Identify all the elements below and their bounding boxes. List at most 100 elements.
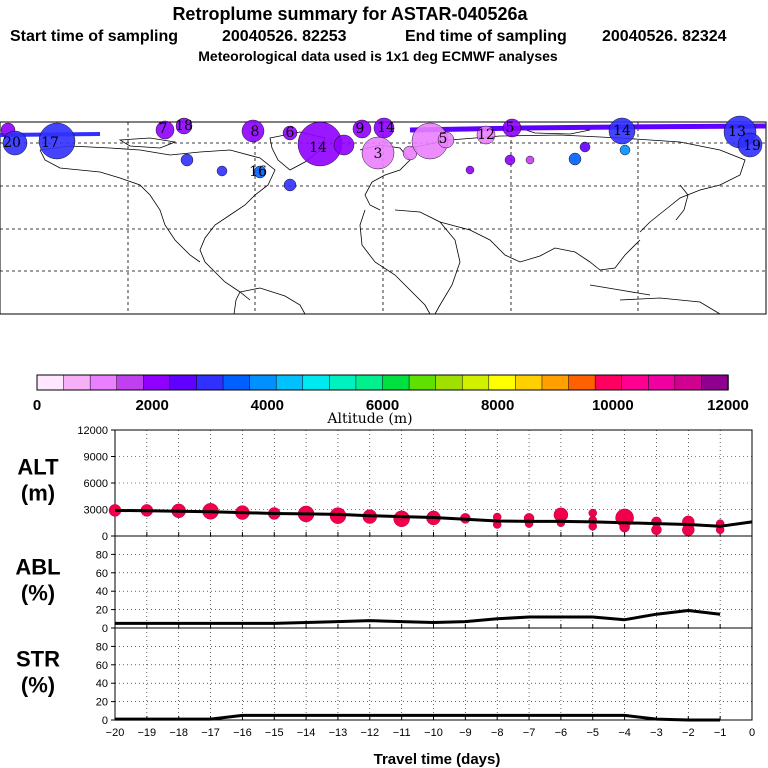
y-tick-label: 20 — [96, 605, 108, 617]
map-age-label: 19 — [743, 138, 761, 154]
x-tick-label: −10 — [424, 727, 443, 739]
y-tick-label: 0 — [102, 531, 108, 543]
plume-marker — [504, 154, 516, 166]
figure-title: Retroplume summary for ASTAR-040526a — [172, 4, 528, 24]
plume-marker — [737, 132, 763, 158]
plume-marker — [476, 125, 496, 145]
colorbar-frame — [36, 374, 729, 391]
x-tick-label: −5 — [586, 727, 599, 739]
map-graticule — [0, 122, 766, 314]
y-tick-label: 60 — [96, 568, 108, 580]
end-time-value: 20040526. 82324 — [602, 28, 727, 45]
x-tick-label: −18 — [169, 727, 188, 739]
x-tick-label: −16 — [233, 727, 252, 739]
plume-marker — [361, 136, 395, 170]
colorbar-cell — [461, 374, 490, 391]
cluster-marker — [588, 522, 597, 531]
coastlines — [39, 125, 746, 315]
colorbar-cell — [515, 374, 543, 391]
colorbar-cell — [594, 374, 623, 391]
x-tick-label: −13 — [329, 727, 348, 739]
series-line — [115, 713, 721, 722]
map-age-label: 7 — [159, 121, 168, 137]
panel-title: ABL — [15, 555, 60, 580]
cluster-marker — [588, 508, 597, 518]
abl-panel: 0 20 40 60 80 ABL(%) — [15, 535, 753, 635]
plume-track — [409, 123, 767, 133]
map-age-label: 14 — [309, 140, 327, 156]
map-age-label: 18 — [175, 118, 193, 134]
plume-marker — [282, 125, 298, 141]
plume-marker — [38, 122, 76, 160]
y-tick-label: 40 — [96, 678, 108, 690]
end-time-label: End time of sampling — [405, 28, 567, 45]
map-age-label: 20 — [3, 135, 21, 151]
x-tick-label: −4 — [618, 727, 631, 739]
retroplume-markers — [0, 115, 767, 192]
map-age-label: 8 — [251, 124, 260, 140]
map-age-label: 14 — [613, 123, 631, 139]
x-tick-label: −19 — [138, 727, 157, 739]
x-tick-label: 0 — [749, 727, 755, 739]
x-tick-label: −15 — [265, 727, 284, 739]
colorbar-cell — [701, 374, 729, 391]
colorbar-tick-label: 6000 — [366, 397, 399, 414]
y-tick-label: 9000 — [84, 452, 108, 464]
map-age-label: 13 — [728, 124, 746, 140]
x-tick-label: −11 — [393, 727, 411, 739]
map-age-label: 14 — [377, 120, 395, 136]
colorbar-cell — [541, 374, 570, 391]
colorbar-tick-label: 10000 — [592, 397, 634, 414]
map-age-label: 17 — [41, 135, 59, 151]
y-tick-label: 6000 — [84, 478, 108, 490]
y-tick-label: 12000 — [77, 425, 108, 437]
x-axis-title: Travel time (days) — [374, 751, 501, 768]
colorbar-cell — [568, 374, 596, 391]
panel-unit: (m) — [21, 481, 55, 506]
y-tick-label: 20 — [96, 697, 108, 709]
colorbar-cell — [648, 374, 676, 391]
colorbar-cell — [275, 374, 304, 391]
plume-marker — [175, 117, 193, 135]
x-tick-label: −1 — [714, 727, 727, 739]
plume-marker — [216, 165, 228, 177]
colorbar-cell — [222, 374, 251, 391]
colorbar-cell — [382, 374, 410, 391]
y-tick-label: 3000 — [84, 505, 108, 517]
plume-marker — [352, 119, 372, 139]
map-age-label: 5 — [506, 120, 515, 136]
colorbar-cell — [355, 374, 384, 391]
plume-marker — [253, 165, 267, 179]
cluster-marker — [393, 510, 410, 528]
plume-marker — [619, 144, 631, 156]
y-tick-label: 40 — [96, 586, 108, 598]
colorbar-xlabel: Altitude (m) — [326, 411, 412, 427]
alt-panel: 0 3000 6000 9000 12000 ALT(m) — [17, 425, 753, 543]
y-tick-label: 0 — [102, 623, 108, 635]
colorbar-cell — [302, 374, 331, 391]
x-tick-label: −12 — [360, 727, 379, 739]
colorbar-cell — [143, 374, 171, 391]
colorbar-cell — [621, 374, 650, 391]
x-tick-label: −20 — [106, 727, 125, 739]
y-tick-label: 80 — [96, 549, 108, 561]
plume-marker — [155, 120, 175, 140]
colorbar-tick-label: 8000 — [481, 397, 514, 414]
plume-marker — [608, 117, 636, 145]
colorbar-cells — [36, 374, 729, 391]
colorbar-cell — [116, 374, 145, 391]
panel-title: ALT — [17, 455, 59, 480]
plot-frame — [114, 627, 753, 721]
colorbar-cell — [89, 374, 118, 391]
colorbar-cell — [169, 374, 198, 391]
plume-marker — [2, 130, 28, 156]
start-time-label: Start time of sampling — [10, 28, 178, 45]
start-time-value: 20040526. 82253 — [222, 28, 347, 45]
panel-title: STR — [16, 647, 60, 672]
colorbar-tick-label: 12000 — [707, 397, 749, 414]
y-tick-label: 80 — [96, 641, 108, 653]
panel-unit: (%) — [21, 673, 55, 698]
colorbar-tick-label: 0 — [33, 397, 41, 414]
x-tick-label: −3 — [650, 727, 663, 739]
